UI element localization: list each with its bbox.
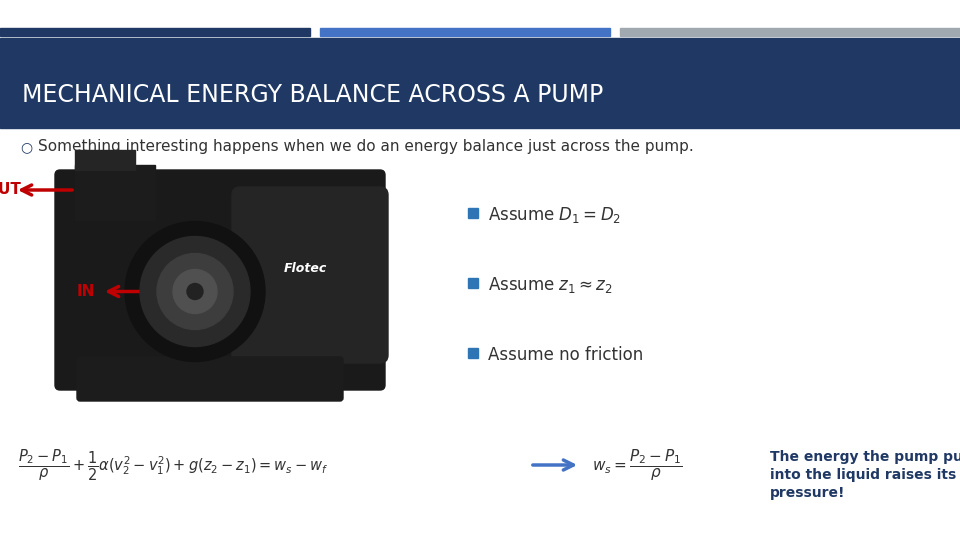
Text: Assume no friction: Assume no friction [488,346,643,364]
Bar [0,38,960,128]
Text: ○: ○ [20,140,32,154]
FancyBboxPatch shape [77,357,343,401]
Text: $\dfrac{P_2 - P_1}{\rho} + \dfrac{1}{2}\alpha(v_2^2 - v_1^2) + g(z_2 - z_1) = w_: $\dfrac{P_2 - P_1}{\rho} + \dfrac{1}{2}\… [18,447,328,483]
Text: MECHANICAL ENERGY BALANCE ACROSS A PUMP: MECHANICAL ENERGY BALANCE ACROSS A PUMP [22,83,603,107]
Bar [620,28,960,36]
Circle shape [187,284,203,300]
Text: Something interesting happens when we do an energy balance just across the pump.: Something interesting happens when we do… [38,139,694,154]
Circle shape [140,237,250,347]
Text: The energy the pump puts: The energy the pump puts [770,450,960,464]
FancyBboxPatch shape [55,170,385,390]
Text: IN: IN [77,284,95,299]
Text: pressure!: pressure! [770,486,846,500]
Bar [468,348,478,358]
Bar [75,165,155,220]
Text: $w_s = \dfrac{P_2 - P_1}{\rho}$: $w_s = \dfrac{P_2 - P_1}{\rho}$ [592,447,683,483]
Bar [468,208,478,218]
Text: OUT: OUT [0,183,21,198]
Bar [320,28,610,36]
Circle shape [125,221,265,361]
Text: Assume $z_1 \approx z_2$: Assume $z_1 \approx z_2$ [488,275,612,295]
Circle shape [157,253,233,329]
Bar [468,278,478,288]
Text: Flotec: Flotec [283,262,326,275]
Text: into the liquid raises its: into the liquid raises its [770,468,956,482]
Bar [0,28,310,36]
Text: Assume $D_1 = D_2$: Assume $D_1 = D_2$ [488,205,621,225]
Bar [75,150,135,170]
FancyBboxPatch shape [232,187,388,363]
Circle shape [173,269,217,314]
